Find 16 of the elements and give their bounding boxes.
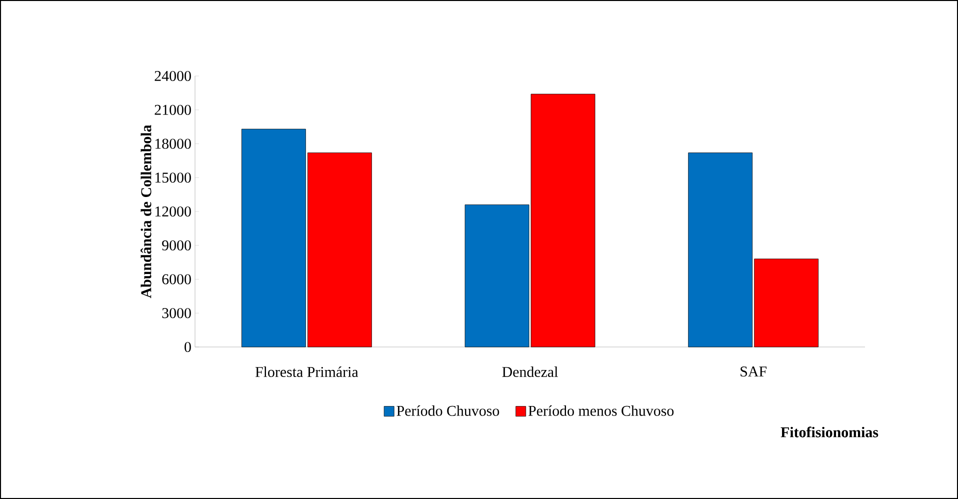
x-tick-label: Floresta Primária [255, 366, 358, 378]
y-tick-label: 3000 [162, 308, 191, 318]
y-axis-title: Abundância de Collembola [140, 124, 152, 298]
y-tick-label: 21000 [154, 104, 191, 115]
x-axis-title: Fitofisionomias [780, 426, 878, 438]
y-tick-label: 12000 [155, 206, 191, 217]
y-tick-label: 6000 [162, 274, 191, 284]
y-tick-label: 15000 [155, 172, 191, 183]
y-tick-label: 24000 [154, 70, 191, 82]
legend-label: Período menos Chuvoso [528, 405, 674, 416]
y-tick-label: 9000 [162, 240, 191, 250]
y-tick-label: 18000 [155, 138, 191, 149]
legend-label: Período Chuvoso [396, 405, 500, 416]
x-tick-label: Dendezal [502, 366, 558, 378]
x-tick-label: SAF [740, 366, 766, 377]
y-tick-label: 0 [184, 342, 191, 352]
